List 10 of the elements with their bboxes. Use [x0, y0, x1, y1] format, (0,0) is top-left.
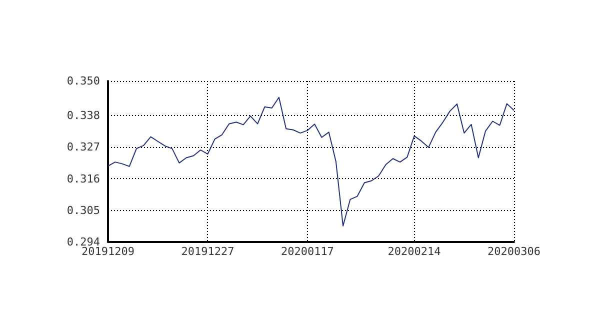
y-tick-label: 0.338 [66, 109, 100, 122]
y-tick-label: 0.350 [66, 74, 100, 88]
x-tick-label: 20200117 [280, 245, 334, 258]
y-tick-label: 0.327 [66, 140, 100, 154]
y-tick-label: 0.316 [66, 172, 100, 186]
x-tick-label: 20200306 [488, 245, 540, 258]
line-series [108, 96, 514, 226]
y-tick-label: 0.305 [66, 204, 100, 217]
x-tick-label: 20191227 [181, 245, 234, 258]
x-tick-label: 20200214 [388, 245, 442, 258]
